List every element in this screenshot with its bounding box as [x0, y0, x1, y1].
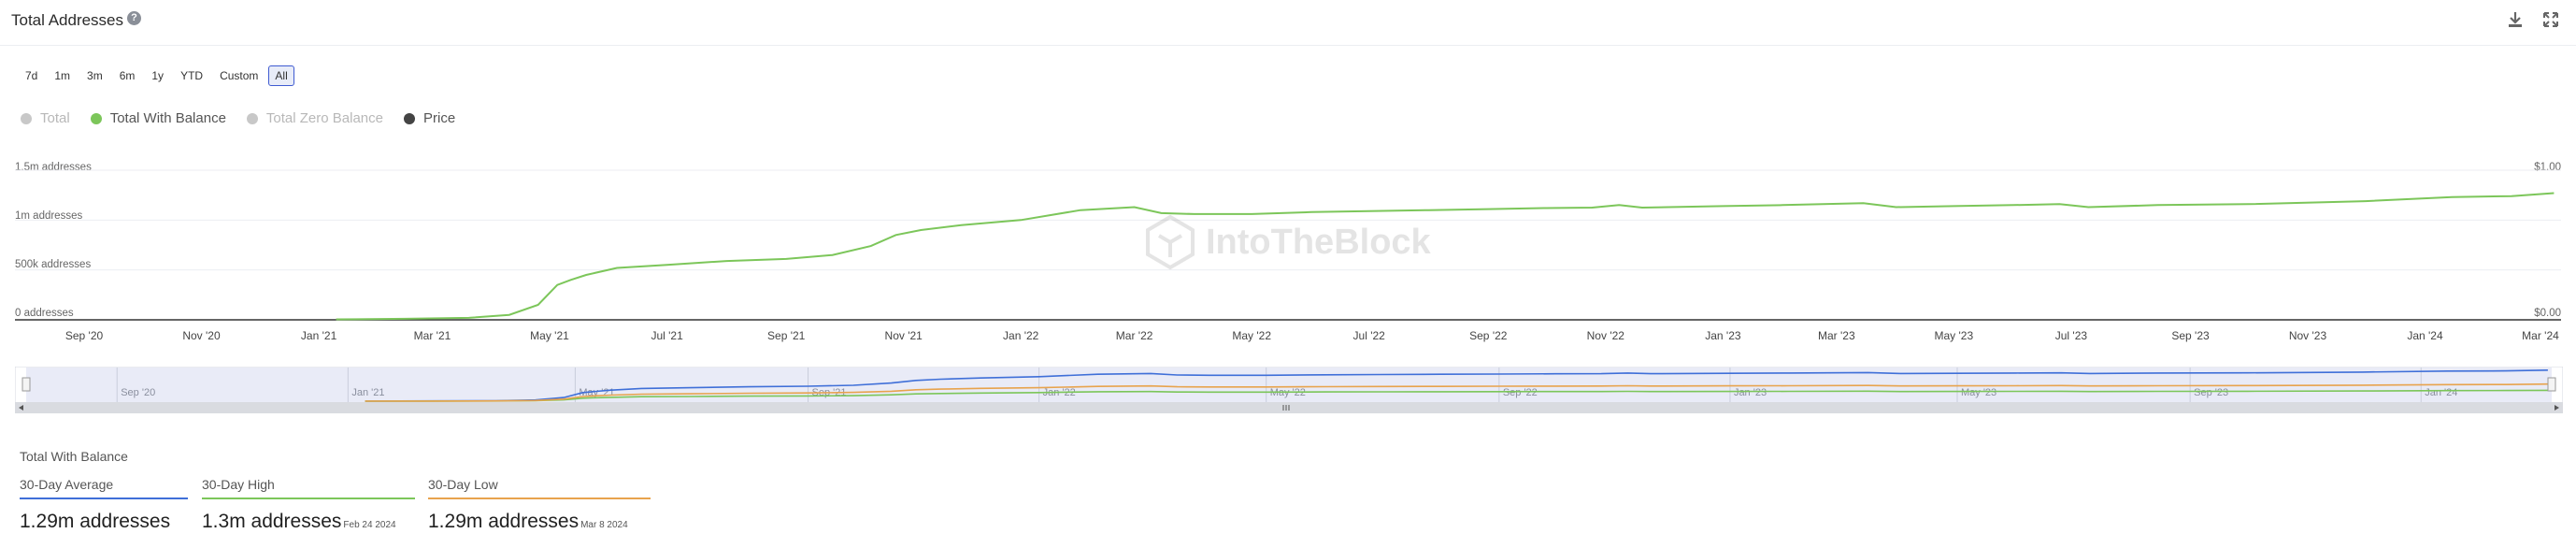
x-tick-label: Jan '21 — [300, 329, 337, 342]
x-tick-label: Jul '21 — [651, 329, 683, 342]
stat-value: 1.29m addresses — [20, 511, 171, 532]
x-tick-label: Mar '21 — [413, 329, 451, 342]
x-tick-label: Jan '24 — [2407, 329, 2443, 342]
range-selector: 7d 1m 3m 6m 1y YTD Custom All — [19, 65, 294, 86]
stat-30-day-average: 30-Day Average 1.29m addresses — [20, 477, 188, 533]
legend-dot-icon — [90, 112, 102, 124]
chart-legend: Total Total With Balance Total Zero Balanc… — [21, 110, 455, 126]
range-button-ytd[interactable]: YTD — [174, 65, 210, 86]
navigator-series-line — [365, 382, 2548, 402]
legend-dot-icon — [21, 112, 32, 124]
x-tick-label: Nov '21 — [884, 329, 923, 342]
scroll-left-icon[interactable] — [19, 405, 23, 411]
y-right-tick-label: $0.00 — [2534, 308, 2561, 319]
navigator-series-line — [365, 389, 2548, 402]
x-tick-label: May '22 — [1232, 329, 1272, 342]
legend-item-total-zero-balance[interactable]: Total Zero Balance — [246, 110, 383, 126]
legend-dot-icon — [246, 112, 258, 124]
x-tick-label: Mar '23 — [1817, 329, 1855, 342]
scroll-right-icon[interactable] — [2555, 405, 2559, 411]
navigator-tick-label: Sep '23 — [2194, 387, 2228, 398]
range-button-all[interactable]: All — [268, 65, 294, 86]
y-tick-label: 0 addresses — [15, 308, 74, 319]
navigator-tick-label: Jan '23 — [1734, 387, 1767, 398]
watermark: IntoTheBlock — [1146, 214, 1432, 270]
stat-value: 1.29m addresses — [428, 511, 580, 532]
watermark-text: IntoTheBlock — [1206, 223, 1432, 262]
download-icon[interactable] — [2505, 9, 2526, 30]
y-tick-label: 500k addresses — [15, 259, 92, 270]
range-button-3m[interactable]: 3m — [80, 65, 109, 86]
legend-item-total[interactable]: Total — [21, 110, 70, 126]
navigator-handle-left[interactable] — [21, 377, 31, 392]
legend-label: Price — [423, 110, 456, 126]
stat-label: 30-Day High — [202, 477, 415, 499]
navigator-series-line — [365, 369, 2548, 402]
x-tick-label: Sep '21 — [767, 329, 806, 342]
navigator-tick-label: Jan '24 — [2425, 387, 2457, 398]
line-chart[interactable]: IntoTheBlock — [0, 0, 2576, 327]
navigator-tick-label: Sep '20 — [121, 387, 155, 398]
range-button-1m[interactable]: 1m — [48, 65, 78, 86]
x-tick-label: Sep '22 — [1469, 329, 1508, 342]
legend-label: Total With Balance — [109, 110, 226, 126]
range-button-6m[interactable]: 6m — [112, 65, 142, 86]
range-button-custom[interactable]: Custom — [213, 65, 265, 86]
legend-item-total-with-balance[interactable]: Total With Balance — [90, 110, 226, 126]
legend-label: Total Zero Balance — [265, 110, 383, 126]
x-tick-label: May '21 — [530, 329, 569, 342]
stat-label: 30-Day Low — [428, 477, 651, 499]
stat-30-day-low: 30-Day Low 1.29m addresses Mar 8 2024 — [428, 477, 651, 533]
navigator-handle-right[interactable] — [2547, 377, 2556, 392]
x-tick-label: Nov '20 — [182, 329, 221, 342]
legend-item-price[interactable]: Price — [404, 110, 455, 126]
range-button-1y[interactable]: 1y — [145, 65, 171, 86]
stat-date: Mar 8 2024 — [580, 520, 628, 530]
navigator-tick-label: Sep '22 — [1503, 387, 1538, 398]
x-tick-label: Jan '23 — [1705, 329, 1741, 342]
x-tick-label: Jul '22 — [1352, 329, 1385, 342]
x-tick-label: Sep '23 — [2171, 329, 2210, 342]
scroll-grip-icon[interactable] — [1282, 405, 1290, 411]
expand-icon[interactable] — [2540, 9, 2561, 30]
x-tick-label: Mar '24 — [2522, 329, 2559, 342]
range-navigator[interactable]: Sep '20 Jan '21 May '21 Sep '21 Jan '22 May '… — [15, 367, 2563, 413]
stat-value: 1.3m addresses — [202, 511, 342, 532]
navigator-tick-label: May '23 — [1961, 387, 1996, 398]
stat-30-day-high: 30-Day High 1.3m addresses Feb 24 2024 — [202, 477, 415, 533]
chart-header: Total Addresses ? — [0, 0, 2576, 46]
legend-label: Total — [40, 110, 70, 126]
x-tick-label: Jul '23 — [2054, 329, 2088, 342]
chart-title: Total Addresses — [11, 11, 124, 29]
y-tick-label: 1m addresses — [15, 210, 83, 222]
x-tick-label: Nov '22 — [1586, 329, 1624, 342]
legend-dot-icon — [404, 112, 415, 124]
x-tick-label: Mar '22 — [1115, 329, 1153, 342]
x-tick-label: Nov '23 — [2288, 329, 2327, 342]
x-tick-label: Jan '22 — [1003, 329, 1039, 342]
help-icon[interactable]: ? — [127, 11, 141, 25]
stat-date: Feb 24 2024 — [343, 520, 396, 530]
x-tick-label: May '23 — [1934, 329, 1974, 342]
x-tick-label: Sep '20 — [64, 329, 104, 342]
stats-title: Total With Balance — [20, 449, 128, 464]
stat-label: 30-Day Average — [20, 477, 188, 499]
range-button-7d[interactable]: 7d — [19, 65, 45, 86]
navigator-tick-label: Jan '21 — [351, 387, 384, 398]
series-line-total-with-balance[interactable] — [336, 192, 2555, 321]
